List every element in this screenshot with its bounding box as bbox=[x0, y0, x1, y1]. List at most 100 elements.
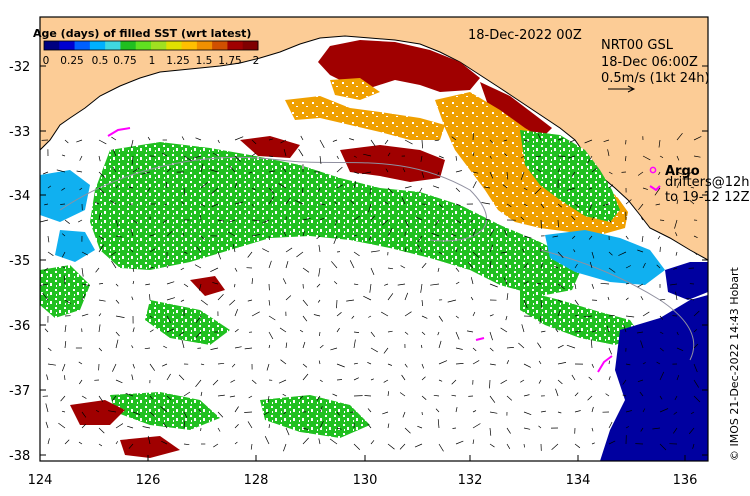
current-vector-icon bbox=[686, 297, 695, 301]
current-vector-icon bbox=[115, 185, 119, 189]
current-vector-icon bbox=[147, 136, 151, 141]
current-vector-icon bbox=[115, 423, 124, 429]
current-vector-icon bbox=[42, 292, 49, 301]
current-vector-icon bbox=[625, 297, 629, 301]
current-vector-icon bbox=[47, 185, 52, 189]
current-vector-icon bbox=[319, 344, 324, 349]
current-vector-icon bbox=[472, 347, 477, 352]
current-vector-icon bbox=[166, 297, 176, 301]
x-tick: 132 bbox=[458, 455, 482, 488]
current-vector-icon bbox=[566, 344, 576, 349]
current-vector-icon bbox=[587, 155, 593, 164]
current-vector-icon bbox=[112, 149, 117, 157]
colorbar-label: 1.25 bbox=[166, 55, 189, 67]
colorbar-label: 1 bbox=[149, 55, 156, 67]
current-vector-icon bbox=[251, 152, 256, 157]
current-vector-icon bbox=[591, 427, 594, 432]
current-vector-icon bbox=[98, 212, 101, 221]
current-vector-icon bbox=[44, 203, 49, 206]
x-tick-label: 128 bbox=[244, 473, 269, 488]
current-vector-icon bbox=[363, 295, 372, 301]
current-vector-icon bbox=[540, 299, 543, 309]
current-vector-icon bbox=[434, 139, 440, 142]
current-vector-icon bbox=[500, 327, 508, 333]
current-vector-icon bbox=[642, 262, 646, 269]
current-vector-icon bbox=[115, 299, 120, 304]
current-vector-icon bbox=[693, 235, 698, 239]
current-vector-icon bbox=[438, 379, 443, 382]
current-vector-icon bbox=[625, 315, 635, 318]
current-vector-icon bbox=[419, 187, 423, 193]
current-vector-icon bbox=[200, 163, 204, 173]
current-vector-icon bbox=[523, 203, 528, 207]
x-tick: 134 bbox=[566, 455, 590, 488]
current-vector-icon bbox=[674, 219, 678, 229]
current-vector-icon bbox=[229, 299, 236, 306]
current-vector-icon bbox=[640, 296, 644, 301]
current-vector-icon bbox=[268, 138, 274, 141]
sst-age-0d-region bbox=[600, 295, 708, 461]
current-vector-icon bbox=[353, 251, 360, 257]
current-vector-icon bbox=[656, 264, 661, 269]
current-vector-icon bbox=[506, 360, 510, 365]
current-vector-icon bbox=[149, 234, 155, 237]
current-vector-icon bbox=[637, 249, 644, 253]
current-vector-icon bbox=[353, 283, 359, 286]
current-vector-icon bbox=[251, 139, 257, 145]
current-vector-icon bbox=[302, 231, 305, 237]
current-vector-icon bbox=[280, 359, 287, 365]
current-vector-icon bbox=[472, 311, 476, 317]
y-tick: -36 bbox=[9, 319, 708, 334]
current-vector-icon bbox=[213, 443, 219, 448]
current-vector-icon bbox=[503, 277, 508, 285]
y-axis: -32 -33 -34 -35 -36 -37 -38 bbox=[9, 60, 708, 464]
current-vector-icon bbox=[318, 438, 321, 445]
current-vector-icon bbox=[438, 315, 443, 322]
current-vector-icon bbox=[211, 187, 219, 195]
sst-age-2d-region bbox=[120, 436, 180, 458]
current-vector-icon bbox=[520, 171, 525, 181]
current-vector-icon bbox=[98, 299, 106, 302]
current-vector-icon bbox=[180, 267, 185, 271]
current-vector-icon bbox=[300, 135, 304, 141]
current-vector-icon bbox=[431, 232, 440, 237]
argo-marker-icon bbox=[649, 166, 657, 174]
current-vector-icon bbox=[656, 361, 661, 365]
current-vector-icon bbox=[268, 196, 275, 205]
current-vector-icon bbox=[319, 331, 321, 337]
current-vector-icon bbox=[370, 267, 375, 276]
sst-age-2d-region bbox=[190, 276, 225, 296]
current-vector-icon bbox=[675, 251, 678, 256]
colorbar-label: 0.5 bbox=[92, 55, 109, 67]
current-vector-icon bbox=[404, 139, 413, 145]
y-tick: -37 bbox=[9, 384, 708, 399]
current-vector-icon bbox=[349, 260, 355, 269]
current-vector-icon bbox=[506, 171, 509, 180]
current-vector-icon bbox=[353, 234, 358, 237]
current-vector-icon bbox=[608, 171, 613, 175]
colorbar-label: 2 bbox=[253, 55, 260, 67]
colorbar-outline bbox=[43, 40, 259, 51]
current-vector-icon bbox=[625, 282, 630, 285]
current-vector-icon bbox=[455, 347, 463, 350]
velocity-scale-label: 0.5m/s (1kt 24h) bbox=[601, 71, 710, 86]
current-vector-icon bbox=[64, 139, 69, 144]
current-vector-icon bbox=[268, 331, 274, 340]
current-vector-icon bbox=[40, 283, 49, 286]
current-vector-icon bbox=[659, 408, 669, 413]
product-name: NRT00 GSL bbox=[601, 38, 674, 53]
current-vector-icon bbox=[557, 168, 561, 173]
current-vector-icon bbox=[247, 421, 253, 429]
current-vector-icon bbox=[318, 267, 321, 277]
current-vector-icon bbox=[268, 235, 270, 241]
current-vector-icon bbox=[228, 231, 236, 237]
current-vector-icon bbox=[282, 167, 287, 173]
current-vector-icon bbox=[64, 325, 67, 333]
current-vector-icon bbox=[555, 388, 559, 397]
current-vector-icon bbox=[132, 280, 135, 285]
current-vector-icon bbox=[196, 246, 202, 253]
map-date-title: 18-Dec-2022 00Z bbox=[468, 28, 582, 43]
sst-age-2d-region bbox=[70, 400, 125, 425]
current-vector-icon bbox=[505, 315, 508, 321]
current-vector-icon bbox=[285, 342, 288, 349]
